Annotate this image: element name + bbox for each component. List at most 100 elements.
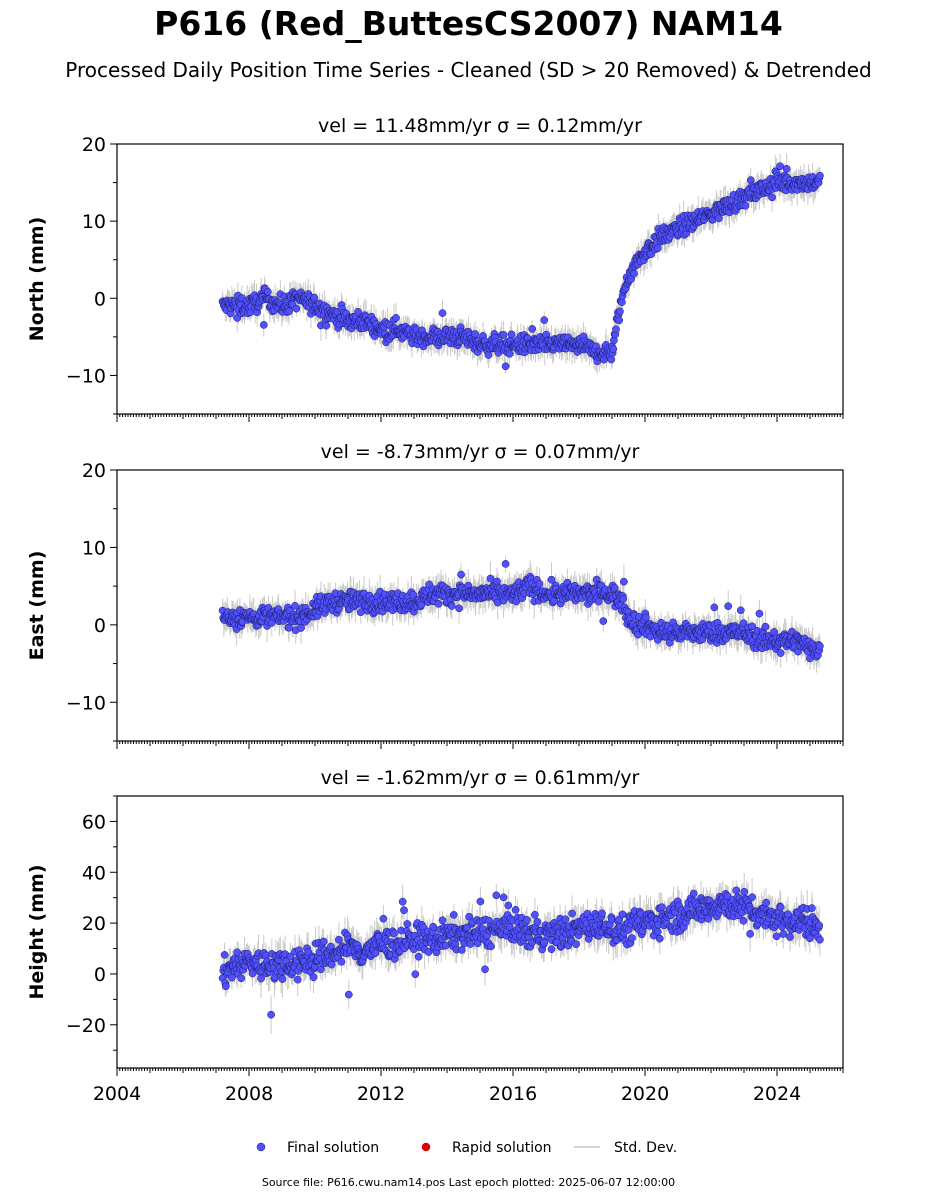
data-point — [220, 951, 229, 959]
y-tick-label: 20 — [82, 460, 106, 482]
series-final-solution — [218, 555, 824, 673]
legend-label: Std. Dev. — [614, 1140, 677, 1156]
data-point — [319, 937, 328, 946]
legend-label: Final solution — [287, 1140, 379, 1156]
data-point — [528, 325, 537, 333]
data-point — [607, 355, 616, 364]
data-point — [808, 904, 816, 912]
data-point — [523, 916, 531, 924]
data-point — [782, 164, 791, 173]
panel-3: vel = -1.62mm/yr σ = 0.61mm/yr Height (mm… — [26, 767, 844, 1105]
data-point — [772, 932, 781, 941]
data-point — [267, 1010, 275, 1019]
y-tick-label: 0 — [94, 288, 106, 310]
y-tick-label: 10 — [82, 537, 106, 559]
chart-subtitle: Processed Daily Position Time Series - C… — [65, 58, 872, 82]
data-point — [612, 325, 620, 334]
data-point — [746, 930, 754, 938]
data-point — [248, 969, 257, 978]
data-point — [411, 970, 420, 979]
data-point — [501, 362, 510, 371]
series-final-solution — [218, 153, 824, 375]
data-point — [715, 214, 723, 223]
data-point — [438, 916, 447, 925]
data-point — [499, 331, 508, 339]
data-point — [547, 575, 556, 584]
data-point — [776, 903, 785, 912]
y-tick-label: −10 — [66, 692, 106, 714]
data-point — [641, 613, 650, 622]
data-point — [455, 604, 463, 613]
data-point — [237, 974, 246, 983]
data-point — [487, 942, 495, 951]
data-point — [616, 307, 624, 316]
data-point — [285, 307, 293, 316]
data-point — [599, 617, 608, 625]
data-point — [741, 201, 750, 210]
data-point — [233, 948, 242, 957]
y-tick-label: 20 — [82, 913, 106, 935]
data-point — [286, 952, 295, 961]
data-point — [732, 886, 741, 895]
data-point — [748, 893, 756, 902]
y-tick-label: 40 — [82, 862, 106, 884]
x-tick-label: 2008 — [225, 1083, 273, 1105]
data-point — [429, 922, 438, 931]
data-point — [533, 918, 542, 926]
data-point — [755, 609, 764, 618]
data-point — [740, 887, 749, 896]
data-point — [424, 948, 433, 956]
data-point — [628, 934, 636, 942]
legend-marker — [421, 1142, 431, 1152]
data-point — [322, 321, 331, 330]
x-tick-label: 2020 — [621, 1083, 669, 1105]
data-point — [768, 193, 776, 202]
data-point — [779, 930, 788, 938]
data-point — [434, 599, 443, 608]
y-axis-label: East (mm) — [26, 551, 48, 661]
x-tick-label: 2012 — [357, 1083, 405, 1105]
panel-title: vel = -1.62mm/yr σ = 0.61mm/yr — [321, 767, 640, 789]
data-point — [398, 897, 407, 906]
data-point — [598, 909, 606, 918]
data-point — [784, 910, 792, 919]
data-point — [710, 603, 719, 612]
data-point — [572, 940, 580, 949]
data-point — [486, 574, 495, 583]
data-point — [335, 935, 343, 944]
chart-title: P616 (Red_ButtesCS2007) NAM14 — [154, 4, 783, 43]
panel-title: vel = -8.73mm/yr σ = 0.07mm/yr — [321, 441, 640, 463]
data-point — [540, 938, 549, 947]
data-point — [471, 330, 479, 338]
data-point — [403, 920, 412, 928]
plot-frame — [116, 143, 844, 415]
data-point — [291, 601, 299, 610]
data-point — [511, 906, 520, 914]
data-point — [457, 570, 465, 579]
series-final-solution — [218, 873, 824, 1034]
data-point — [594, 597, 603, 606]
data-point — [630, 269, 638, 278]
data-point — [806, 934, 814, 943]
data-point — [505, 349, 514, 358]
data-point — [547, 945, 556, 954]
data-point — [484, 351, 493, 359]
data-point — [619, 595, 628, 603]
data-point — [337, 957, 346, 966]
data-point — [762, 898, 770, 907]
data-point — [512, 597, 521, 606]
data-point — [739, 916, 748, 925]
data-point — [476, 897, 485, 906]
data-point — [392, 314, 400, 322]
y-tick-label: −20 — [66, 1015, 106, 1037]
data-point — [724, 602, 733, 611]
y-tick-label: 0 — [94, 615, 106, 637]
data-point — [761, 622, 770, 631]
data-point — [438, 309, 447, 317]
data-point — [653, 244, 662, 253]
legend-marker — [256, 1142, 266, 1152]
data-point — [278, 975, 287, 983]
data-point — [535, 580, 544, 588]
data-point — [561, 915, 570, 924]
data-point — [293, 975, 302, 984]
